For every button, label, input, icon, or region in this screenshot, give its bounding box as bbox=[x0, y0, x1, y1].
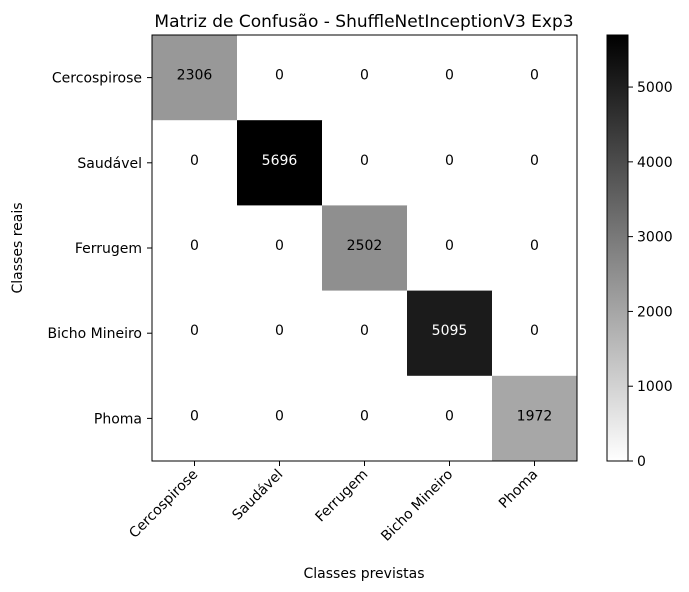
x-axis-label: Classes previstas bbox=[304, 566, 425, 582]
cell-value-label: 0 bbox=[190, 153, 199, 169]
cell-value-label: 0 bbox=[190, 238, 199, 254]
heatmap-cell-labels: 2306 0 0 0 0 0 5696 0 0 0 0 0 2502 0 0 0 0 0 5095 0 0 0 0 0 1972 bbox=[177, 68, 553, 425]
heatmap-cell bbox=[407, 120, 493, 206]
heatmap-cell bbox=[237, 375, 323, 462]
heatmap-cell bbox=[237, 205, 323, 292]
colorbar-tick-label: 4000 bbox=[637, 155, 673, 171]
colorbar-tick-label: 0 bbox=[637, 454, 646, 470]
cell-value-label: 0 bbox=[445, 238, 454, 254]
colorbar-ticks: 0 1000 2000 3000 4000 5000 bbox=[628, 80, 673, 470]
cell-value-label: 0 bbox=[275, 238, 284, 254]
colorbar-tick-label: 1000 bbox=[637, 379, 673, 395]
cell-value-label: 2306 bbox=[177, 68, 213, 84]
colorbar-tick-label: 2000 bbox=[637, 304, 673, 320]
cell-value-label: 0 bbox=[530, 68, 539, 84]
cell-value-label: 0 bbox=[530, 238, 539, 254]
cell-value-label: 1972 bbox=[517, 408, 553, 424]
colorbar-tick-label: 5000 bbox=[637, 80, 673, 96]
heatmap-cell bbox=[152, 375, 238, 462]
heatmap-cell bbox=[492, 205, 578, 292]
heatmap-cell bbox=[407, 35, 493, 121]
heatmap-cell bbox=[152, 35, 238, 121]
y-tick-label: Bicho Mineiro bbox=[48, 326, 142, 342]
cell-value-label: 0 bbox=[190, 408, 199, 424]
heatmap-cell bbox=[152, 290, 238, 377]
cell-value-label: 0 bbox=[360, 153, 369, 169]
cell-value-label: 5696 bbox=[262, 153, 298, 169]
heatmap-cell bbox=[322, 290, 408, 377]
y-tick-label: Saudável bbox=[77, 156, 142, 172]
x-axis-ticks: Cercospirose Saudável Ferrugem Bicho Mineir… bbox=[126, 461, 541, 545]
x-tick-label: Saudável bbox=[229, 467, 286, 524]
heatmap-cell bbox=[492, 35, 578, 121]
y-tick-label: Phoma bbox=[94, 411, 142, 427]
heatmap-cell bbox=[492, 290, 578, 377]
y-tick-label: Ferrugem bbox=[75, 241, 142, 257]
heatmap-cell bbox=[492, 375, 578, 462]
heatmap-cell bbox=[152, 120, 238, 206]
cell-value-label: 0 bbox=[445, 408, 454, 424]
colorbar: 0 1000 2000 3000 4000 5000 bbox=[606, 34, 673, 470]
heatmap-cell bbox=[152, 205, 238, 292]
x-tick-label: Cercospirose bbox=[126, 467, 201, 542]
heatmap-cell bbox=[237, 290, 323, 377]
heatmap-cell bbox=[322, 120, 408, 206]
y-axis-ticks: Cercospirose Saudável Ferrugem Bicho Mineir… bbox=[48, 71, 152, 427]
cell-value-label: 0 bbox=[530, 323, 539, 339]
cell-value-label: 0 bbox=[275, 323, 284, 339]
y-axis-label: Classes reais bbox=[10, 202, 26, 293]
cell-value-label: 0 bbox=[360, 408, 369, 424]
cell-value-label: 5095 bbox=[432, 323, 468, 339]
heatmap-cell bbox=[492, 120, 578, 206]
heatmap-cell bbox=[322, 35, 408, 121]
heatmap-cell bbox=[322, 205, 408, 292]
x-tick-label: Bicho Mineiro bbox=[378, 467, 456, 545]
cell-value-label: 0 bbox=[190, 323, 199, 339]
colorbar-tick-label: 3000 bbox=[637, 230, 673, 246]
colorbar-gradient bbox=[606, 34, 629, 462]
cell-value-label: 0 bbox=[445, 68, 454, 84]
y-tick-label: Cercospirose bbox=[52, 71, 142, 87]
cell-value-label: 0 bbox=[360, 323, 369, 339]
heatmap-cell bbox=[237, 120, 323, 206]
cell-value-label: 0 bbox=[275, 68, 284, 84]
heatmap-cell bbox=[407, 375, 493, 462]
x-tick-label: Ferrugem bbox=[313, 467, 372, 526]
cell-value-label: 0 bbox=[360, 68, 369, 84]
heatmap-cell bbox=[237, 35, 323, 121]
cell-value-label: 2502 bbox=[347, 238, 383, 254]
cell-value-label: 0 bbox=[530, 153, 539, 169]
cell-value-label: 0 bbox=[275, 408, 284, 424]
cell-value-label: 0 bbox=[445, 153, 454, 169]
heatmap-cells bbox=[152, 35, 578, 462]
heatmap-cell bbox=[407, 205, 493, 292]
heatmap-cell bbox=[407, 290, 493, 377]
chart-title: Matriz de Confusão - ShuffleNetInception… bbox=[154, 12, 573, 32]
heatmap-cell bbox=[322, 375, 408, 462]
x-tick-label: Phoma bbox=[496, 467, 541, 512]
